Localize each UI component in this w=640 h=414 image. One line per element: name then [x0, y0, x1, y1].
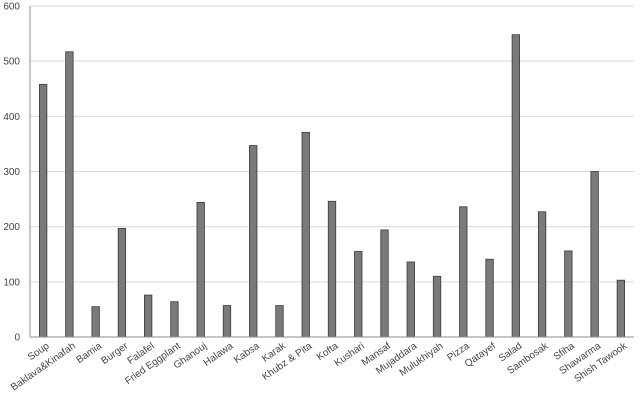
- bar-kofta: [327, 200, 337, 338]
- bar-shish-tawook: [616, 279, 626, 338]
- bar-fried-eggplant: [170, 301, 179, 338]
- bar-burger: [117, 227, 127, 338]
- bar-falafel: [144, 294, 153, 338]
- bar-salad: [511, 34, 520, 338]
- bar-qatayef: [485, 258, 494, 338]
- y-tick-label: 400: [3, 112, 20, 123]
- x-category-label: Kushari: [333, 341, 367, 369]
- y-tick-label: 500: [3, 57, 20, 68]
- bar-baklava-kinafah: [65, 51, 74, 338]
- y-tick-label: 0: [14, 333, 20, 344]
- x-category-label: Kabsa: [232, 340, 262, 366]
- gridlines: [30, 5, 634, 283]
- bar-sfiha: [564, 250, 573, 338]
- y-tick-label: 300: [3, 167, 20, 178]
- bar-shawarma: [590, 171, 599, 338]
- bar-bamia: [91, 306, 100, 338]
- y-tick-label: 600: [3, 2, 20, 13]
- y-tick-label: 200: [3, 222, 20, 233]
- y-tick-label: 100: [3, 277, 20, 288]
- bar-ghanouj: [196, 201, 205, 338]
- x-category-label: Bamia: [75, 340, 105, 366]
- bar-pizza: [459, 206, 468, 338]
- bar-soup: [38, 83, 48, 338]
- bar-mujaddara: [406, 261, 415, 338]
- x-category-label: Burger: [99, 340, 130, 367]
- bar-halawa: [222, 305, 232, 338]
- x-axis-category-labels: SoupBaklava&KinafahBamiaBurgerFalafelFri…: [9, 340, 630, 393]
- bars: [38, 34, 626, 338]
- bar-khubz-pita: [301, 131, 310, 338]
- bar-sambosak: [537, 211, 547, 338]
- bar-kabsa: [249, 145, 258, 338]
- bar-kushari: [354, 251, 363, 338]
- y-axis-ticks: 0 100 200 300 400 500 600: [3, 2, 20, 344]
- bar-mansaf: [380, 229, 389, 338]
- bar-karak: [275, 305, 284, 338]
- bar-mulukhiyah: [432, 275, 442, 338]
- x-category-label: Halawa: [202, 340, 236, 368]
